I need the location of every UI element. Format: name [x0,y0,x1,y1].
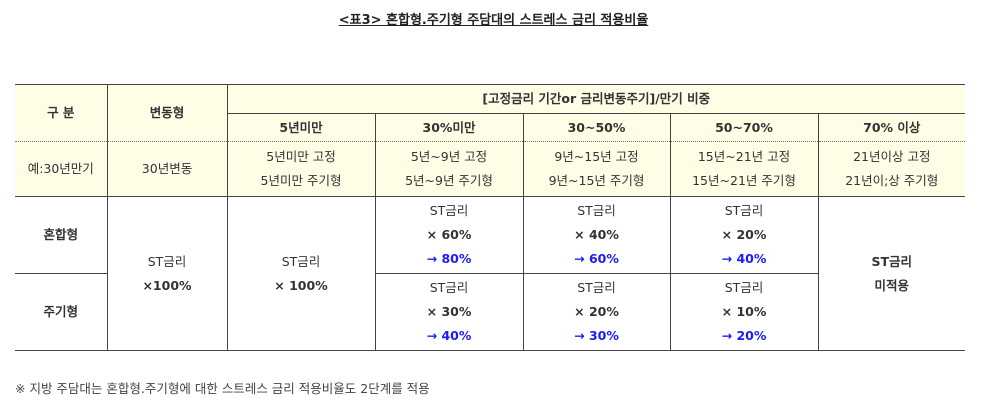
cell-line: 21년이상 고정 [853,149,931,164]
cell-line: 21년이;상 주기형 [845,173,939,188]
header-bucket: 50~70% [669,113,819,142]
example-cell: 21년이상 고정 21년이;상 주기형 [817,141,966,197]
row-label-periodic: 주기형 [15,273,108,351]
example-variable: 30년변동 [106,141,228,197]
new-rate: → 20% [721,328,767,343]
header-group: [고정금리 기간or 금리변동주기]/만기 비중 [226,84,966,114]
cell-line: × 20% [721,227,767,242]
new-rate: → 30% [574,328,619,343]
cell-line: 9년~15년 고정 [554,149,639,164]
rate-cell: ST금리 × 20% → 30% [522,273,671,351]
new-rate: → 60% [574,251,619,266]
cell-line: ST금리 [577,280,616,295]
rate-cell: ST금리 × 10% → 20% [669,273,819,351]
example-cell: 9년~15년 고정 9년~15년 주기형 [522,141,671,197]
header-category: 구 분 [15,84,108,142]
cell-line: 5년미만 고정 [266,149,336,164]
header-variable: 변동형 [106,84,228,142]
cell-line: 15년~21년 고정 [697,149,791,164]
cell-line: 15년~21년 주기형 [692,173,796,188]
cell-line: ST금리 [724,280,764,295]
new-rate: → 80% [426,251,472,266]
header-bucket: 5년미만 [226,113,376,142]
footnote: ※ 지방 주담대는 혼합형.주기형에 대한 스트레스 금리 적용비율도 2단계를… [15,381,430,396]
cell-line: ×100% [142,277,192,293]
header-bucket: 70% 이상 [817,113,966,142]
example-row: 예:30년만기 30년변동 5년미만 고정 5년미만 주기형 5년~9년 고정 5년… [15,141,966,197]
cell-line: 5년~9년 고정 [410,149,488,164]
stress-rate-table: 구 분 변동형 [고정금리 기간or 금리변동주기]/만기 비중 5년미만 30… [15,84,966,351]
cell-line: ST금리 [724,203,764,218]
cell-line: 9년~15년 주기형 [548,173,645,188]
rate-cell: ST금리 × 40% → 60% [522,196,671,274]
new-rate: → 40% [426,328,472,343]
under5-cell: ST금리 × 100% [226,196,376,351]
variable-rate-cell: ST금리 ×100% [106,196,228,351]
example-cell: 15년~21년 고정 15년~21년 주기형 [669,141,819,197]
rate-cell: ST금리 × 30% → 40% [374,273,524,351]
cell-line: × 10% [721,304,767,319]
cell-line: ST금리 [429,280,469,295]
cell-line: × 30% [426,304,472,319]
cell-line: × 60% [426,227,472,242]
cell-line: ST금리 [147,253,187,269]
header-bucket: 30%미만 [374,113,524,142]
cell-line: × 40% [574,227,619,242]
cell-line: × 100% [274,277,328,293]
cell-line: ST금리 [577,203,616,218]
cell-line: × 20% [574,304,619,319]
cell-line: ST금리 [871,253,913,269]
rate-cell: ST금리 × 60% → 80% [374,196,524,274]
table-title: <표3> 혼합형.주기형 주담대의 스트레스 금리 적용비율 [338,13,649,28]
example-cell: 5년미만 고정 5년미만 주기형 [226,141,376,197]
mixed-row: 혼합형 ST금리 ×100% ST금리 × 100% ST금리 × 60% → 80% … [15,196,966,351]
cell-line: 5년~9년 주기형 [405,173,493,188]
header-bucket: 30~50% [522,113,671,142]
cell-line: 5년미만 주기형 [260,173,342,188]
rate-cell: ST금리 × 20% → 40% [669,196,819,274]
new-rate: → 40% [721,251,767,266]
example-label: 예:30년만기 [15,141,108,197]
cell-line: 미적용 [874,277,910,293]
cell-line: ST금리 [429,203,469,218]
cell-line: ST금리 [281,253,321,269]
periodic-row: 주기형 ST금리 × 30% → 40% ST금리 × 20% → 30% ST금리 × … [15,273,965,351]
row-label-mixed: 혼합형 [15,196,108,274]
example-cell: 5년~9년 고정 5년~9년 주기형 [374,141,524,197]
